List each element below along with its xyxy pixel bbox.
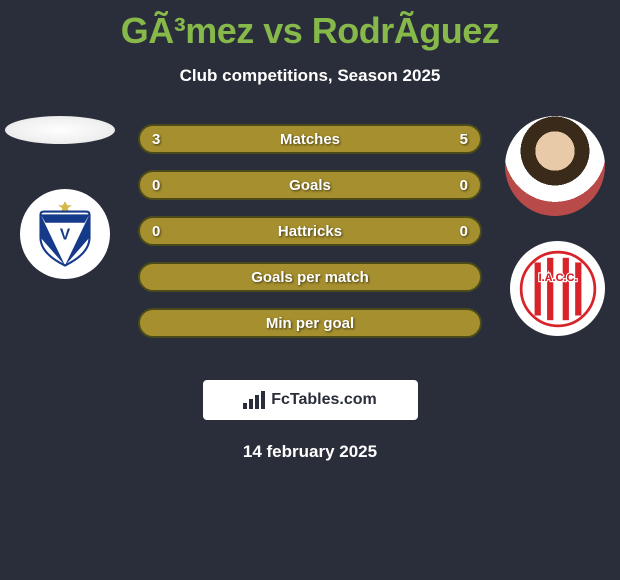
bar-right-value: 0 — [460, 223, 468, 240]
bar-chart-icon — [243, 391, 265, 409]
bar-hattricks: 0 Hattricks 0 — [138, 216, 482, 246]
bar-label: Matches — [280, 131, 340, 148]
right-player-photo — [505, 116, 605, 216]
left-player-photo — [5, 116, 115, 144]
svg-text:I.A.C.C.: I.A.C.C. — [538, 272, 577, 284]
bar-label: Goals per match — [251, 269, 369, 286]
bar-left-value: 0 — [152, 177, 160, 194]
velez-shield-icon: V — [30, 199, 100, 269]
bar-matches: 3 Matches 5 — [138, 124, 482, 154]
bar-min-per-goal: Min per goal — [138, 308, 482, 338]
footer-brand-text: FcTables.com — [271, 391, 377, 409]
bar-label: Min per goal — [266, 315, 354, 332]
bar-goals-per-match: Goals per match — [138, 262, 482, 292]
footer-date: 14 february 2025 — [0, 442, 620, 462]
footer-brand-badge: FcTables.com — [203, 380, 418, 420]
subtitle: Club competitions, Season 2025 — [0, 66, 620, 86]
comparison-panel: V I.A.C.C. I.A.C.C. — [0, 116, 620, 376]
bar-right-value: 0 — [460, 177, 468, 194]
bar-left-value: 3 — [152, 131, 160, 148]
comparison-bars: 3 Matches 5 0 Goals 0 0 Hattricks 0 Goal… — [138, 124, 482, 354]
left-club-crest: V — [20, 189, 110, 279]
bar-left-value: 0 — [152, 223, 160, 240]
bar-right-value: 5 — [460, 131, 468, 148]
iacc-shield-icon: I.A.C.C. I.A.C.C. — [519, 250, 597, 328]
svg-text:V: V — [60, 227, 71, 244]
right-player-column: I.A.C.C. I.A.C.C. — [490, 116, 620, 336]
bar-goals: 0 Goals 0 — [138, 170, 482, 200]
bar-label: Hattricks — [278, 223, 342, 240]
right-club-crest: I.A.C.C. I.A.C.C. — [510, 241, 605, 336]
bar-label: Goals — [289, 177, 331, 194]
page-title: GÃ³mez vs RodrÃ­guez — [0, 0, 620, 52]
left-player-column: V — [0, 116, 130, 279]
